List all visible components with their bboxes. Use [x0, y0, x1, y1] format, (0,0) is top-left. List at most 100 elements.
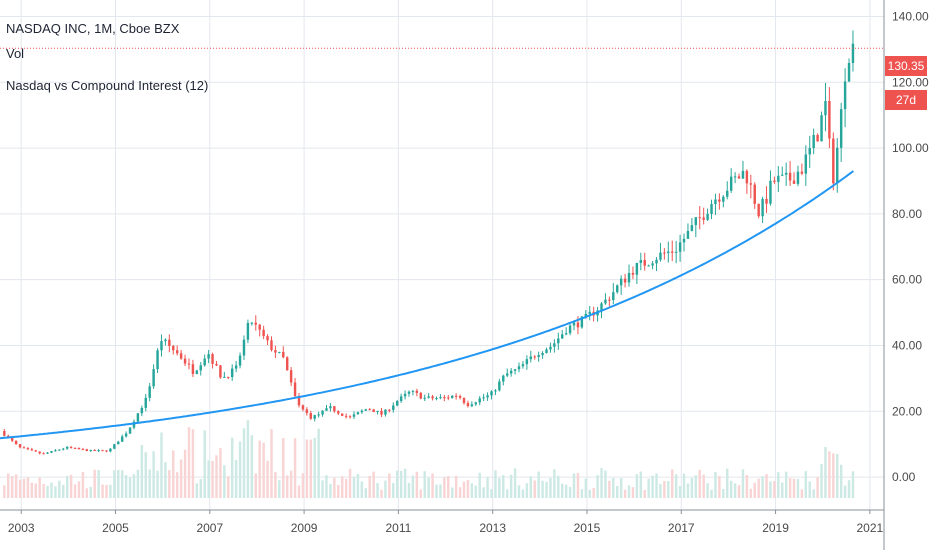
- candle-body: [686, 230, 690, 239]
- volume-bar: [215, 455, 218, 498]
- indicator-legend[interactable]: Nasdaq vs Compound Interest (12): [6, 78, 209, 93]
- candle-body: [796, 171, 800, 184]
- volume-bar: [340, 476, 344, 498]
- volume-bar: [788, 478, 792, 498]
- volume-bar: [113, 470, 116, 498]
- volume-bar: [7, 473, 10, 498]
- volume-bar: [203, 430, 206, 498]
- volume-bar: [372, 471, 375, 498]
- volume-bar: [313, 437, 316, 498]
- time-tick-label: 2005: [102, 521, 129, 535]
- candle-body: [588, 311, 591, 314]
- candle-body: [360, 410, 364, 413]
- candle-body: [42, 453, 45, 455]
- candle-body: [282, 351, 285, 358]
- volume-bar: [478, 472, 481, 498]
- volume-bar: [109, 484, 112, 498]
- candle-body: [698, 217, 701, 219]
- candle-body: [506, 373, 509, 376]
- volume-bar: [663, 481, 666, 498]
- candle-body: [175, 350, 179, 354]
- candle-body: [109, 448, 112, 452]
- volume-bar: [199, 479, 202, 498]
- candle-body: [839, 109, 843, 148]
- volume-bar: [592, 488, 595, 498]
- volume-bar: [572, 473, 576, 498]
- candle-body: [431, 396, 434, 399]
- volume-bar: [686, 483, 690, 498]
- candle-body: [655, 259, 658, 264]
- volume-bar: [364, 488, 367, 498]
- candle-body: [812, 134, 815, 149]
- volume-bar: [325, 475, 328, 498]
- candle-body: [847, 62, 851, 82]
- candle-body: [722, 196, 725, 202]
- volume-bar: [541, 480, 544, 498]
- volume-bar: [282, 437, 285, 498]
- candle-body: [34, 450, 37, 452]
- candle-body: [195, 370, 199, 374]
- candle-body: [140, 407, 144, 414]
- volume-bar: [702, 474, 705, 498]
- volume-bar: [694, 475, 698, 498]
- time-tick-label: 2017: [668, 521, 695, 535]
- candle-body: [533, 356, 536, 358]
- candle-body: [619, 278, 623, 286]
- volume-bar: [124, 475, 128, 498]
- volume-bar: [69, 474, 73, 498]
- volume-bar: [674, 474, 678, 498]
- volume-bar: [784, 471, 788, 498]
- time-axis[interactable]: 2003 2005 2007 2009 2011 2013 2015 2017 2019 2021: [8, 510, 884, 535]
- candle-body: [136, 413, 140, 422]
- candle-body: [101, 450, 104, 452]
- volume-bar: [635, 474, 639, 498]
- candle-body: [415, 390, 419, 393]
- candle-body: [293, 382, 297, 397]
- candle-body: [800, 171, 804, 174]
- volume-bar: [246, 420, 250, 498]
- candle-body: [329, 406, 332, 409]
- volume-bar: [234, 460, 238, 498]
- candle-body: [710, 203, 713, 214]
- candle-body: [667, 251, 670, 254]
- volume-bar: [168, 470, 171, 498]
- volume-bar: [321, 480, 324, 498]
- volume-bar: [470, 483, 474, 498]
- candle-body: [132, 421, 136, 428]
- price-axis[interactable]: 140.00 120.00 100.00 80.00 60.00 40.00 20.00 0.…: [892, 9, 929, 484]
- volume-bar: [561, 483, 564, 498]
- candle-body: [490, 391, 493, 396]
- candle-body: [81, 449, 85, 451]
- candle-body: [352, 414, 356, 417]
- volume-bar: [423, 471, 426, 498]
- volume-bar: [376, 482, 379, 498]
- volume-bar: [839, 464, 843, 498]
- candle-body: [120, 436, 124, 442]
- candle-body: [639, 260, 643, 263]
- candle-body: [215, 363, 218, 366]
- volume-bar: [348, 468, 352, 498]
- volume-bar: [368, 475, 371, 498]
- volume-bar: [678, 485, 682, 498]
- volume-bar: [77, 481, 81, 498]
- volume-bar: [729, 480, 733, 498]
- volume-legend[interactable]: Vol: [6, 46, 25, 61]
- volume-bar: [792, 478, 796, 498]
- volume-bar: [553, 469, 556, 498]
- volume-bar: [690, 477, 694, 498]
- volume-bar: [333, 477, 336, 498]
- symbol-title[interactable]: NASDAQ INC, 1M, Cboe BZX: [6, 21, 180, 36]
- volume-bar: [643, 489, 646, 498]
- candle-body: [128, 427, 132, 434]
- candle-body: [388, 409, 391, 411]
- volume-bar: [270, 429, 273, 498]
- candle-body: [242, 339, 246, 356]
- volume-bar: [144, 452, 147, 498]
- candle-body: [749, 183, 753, 185]
- volume-bar: [718, 476, 721, 498]
- candle-body: [773, 180, 776, 182]
- candle-body: [572, 322, 576, 326]
- time-tick-label: 2007: [196, 521, 223, 535]
- candle-body: [297, 396, 301, 406]
